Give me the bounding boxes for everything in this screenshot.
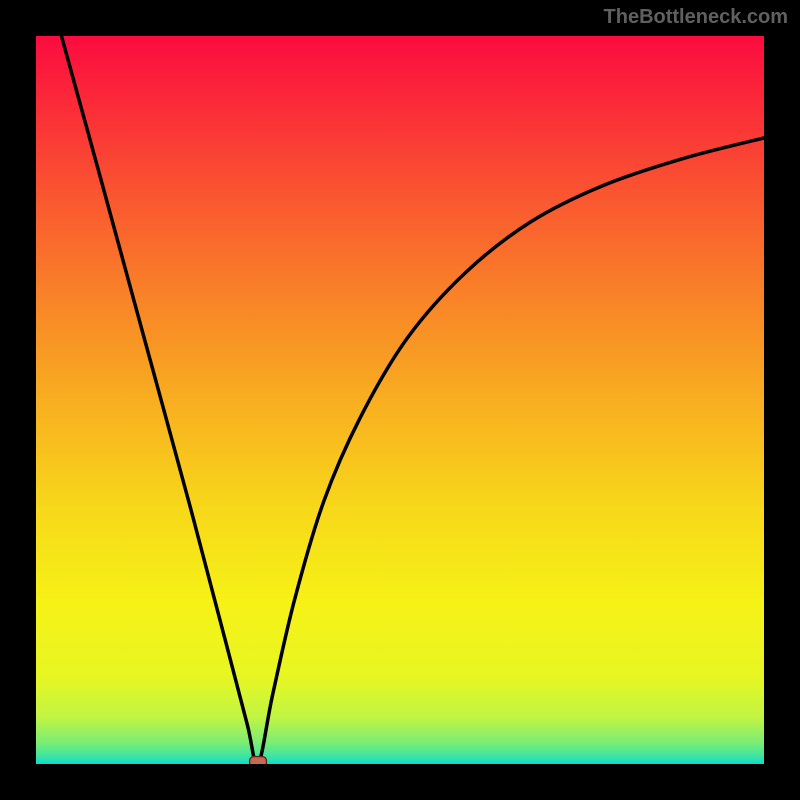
minimum-marker	[250, 757, 267, 764]
chart-container: TheBottleneck.com	[0, 0, 800, 800]
watermark-text: TheBottleneck.com	[604, 6, 788, 29]
plot-area	[36, 36, 764, 764]
curve-svg	[36, 36, 764, 764]
bottleneck-curve	[61, 36, 764, 764]
